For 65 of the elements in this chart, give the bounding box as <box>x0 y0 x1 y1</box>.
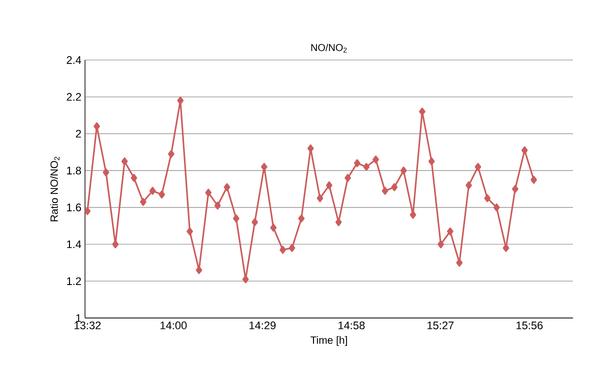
point <box>466 181 472 190</box>
point <box>335 218 342 226</box>
point <box>102 168 110 176</box>
point <box>130 174 138 182</box>
point <box>140 198 146 206</box>
y-tick-label: 1 <box>76 314 81 322</box>
point <box>446 227 454 236</box>
point <box>326 181 332 190</box>
point <box>354 159 360 168</box>
point <box>214 202 221 210</box>
point <box>307 144 314 152</box>
point <box>177 96 184 105</box>
point <box>456 258 463 267</box>
point <box>280 246 286 254</box>
point <box>121 157 128 166</box>
y-tick-label: 2.4 <box>66 56 82 64</box>
y-tick-label: 1.4 <box>67 240 82 248</box>
point <box>512 185 518 193</box>
point <box>252 218 258 226</box>
point <box>530 176 537 184</box>
point <box>344 174 351 182</box>
y-tick-label: 1.6 <box>67 204 81 212</box>
point <box>382 186 388 195</box>
point <box>410 210 416 219</box>
x-tick-label: 15:27 <box>428 322 454 330</box>
point <box>233 214 240 222</box>
point <box>372 156 379 164</box>
point <box>186 227 193 236</box>
y-tick-label: 2 <box>76 130 81 138</box>
point <box>270 224 277 232</box>
point <box>196 266 202 274</box>
point <box>484 194 491 202</box>
point <box>242 275 249 284</box>
point <box>168 150 174 158</box>
point <box>224 183 230 192</box>
point <box>316 194 324 202</box>
point <box>400 166 407 175</box>
point <box>474 162 482 171</box>
point <box>84 207 91 216</box>
chart-title: NO/NO$_{2}$ <box>311 44 347 52</box>
point <box>493 203 500 212</box>
x-tick-label: 13:32 <box>74 322 101 330</box>
point <box>428 157 435 166</box>
x-tick-label: 15:56 <box>516 322 543 330</box>
y-tick-label: 1.2 <box>67 277 81 285</box>
point <box>363 162 370 171</box>
y-tick-label: 1.8 <box>67 166 81 174</box>
point <box>149 186 156 195</box>
point <box>158 190 165 199</box>
point <box>521 146 528 154</box>
point <box>260 162 268 171</box>
point <box>205 188 212 197</box>
point <box>298 214 305 222</box>
x-tick-label: 14:58 <box>338 322 365 330</box>
y-axis-title: Ratio NO/NO$_{2}$ <box>50 156 60 222</box>
point <box>288 244 296 252</box>
x-tick-label: 14:00 <box>160 322 187 330</box>
y-tick-label: 2.2 <box>66 93 81 101</box>
point <box>112 240 119 248</box>
point <box>391 183 398 192</box>
x-axis-title: Time [h] <box>310 336 347 346</box>
point <box>419 108 426 116</box>
point <box>438 240 444 248</box>
point <box>94 122 100 130</box>
x-tick-label: 14:29 <box>250 322 276 330</box>
